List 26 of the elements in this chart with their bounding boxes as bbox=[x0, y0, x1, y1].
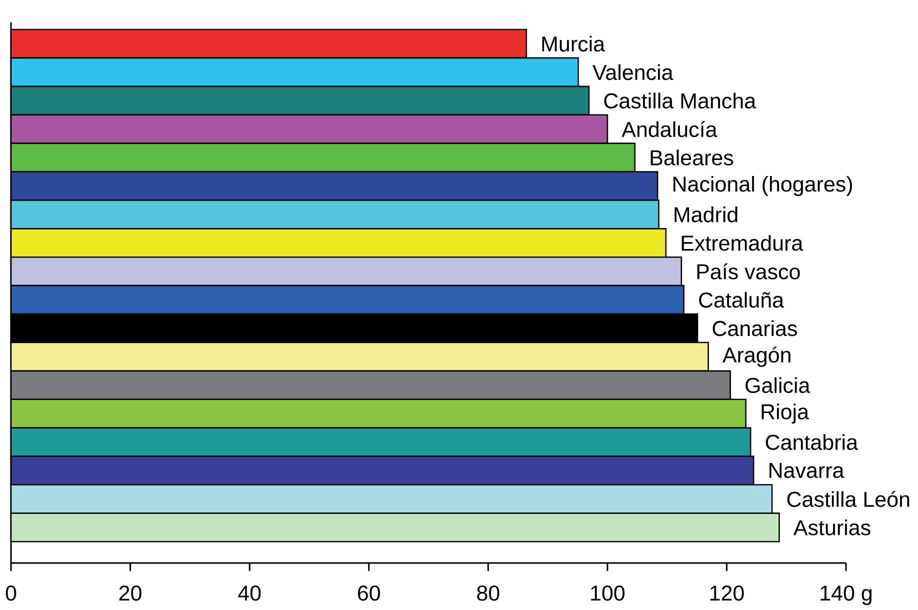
y-tick-label: Navarra bbox=[770, 463, 844, 478]
y-tick-label: Galicia bbox=[746, 377, 810, 394]
y-tick-label: Andalucía bbox=[622, 121, 718, 138]
y-tick-label: Madrid bbox=[674, 206, 738, 222]
y-tick-label: Baleares bbox=[650, 150, 734, 166]
y-tick-label: Aragón bbox=[722, 346, 790, 367]
x-tick-label: 60 bbox=[358, 586, 380, 601]
y-tick-label: País vasco bbox=[697, 263, 800, 280]
x-tick-label: 80 bbox=[477, 586, 500, 601]
x-tick-label: 120 bbox=[710, 586, 744, 601]
y-tick-label: Valencia bbox=[592, 64, 674, 80]
x-tick-label: 40 bbox=[238, 586, 261, 601]
y-tick-label: Castilla Mancha bbox=[604, 92, 756, 109]
y-tick-label: Asturias bbox=[793, 520, 870, 536]
y-tick-label: Extremadura bbox=[682, 235, 804, 251]
y-tick-label: Murcia bbox=[542, 36, 606, 52]
y-tick-label: Cantabria bbox=[766, 434, 858, 450]
x-tick-label: 140 g bbox=[820, 586, 872, 605]
x-tick-label: 0 bbox=[6, 586, 16, 601]
x-tick-label: 20 bbox=[119, 586, 142, 601]
y-tick-label: Rioja bbox=[762, 404, 809, 424]
y-tick-label: Castilla León bbox=[787, 490, 910, 507]
y-tick-label: Nacional (hogares) bbox=[674, 176, 852, 196]
x-tick-label: 100 bbox=[591, 586, 625, 601]
y-tick-label: Cataluña bbox=[699, 292, 784, 308]
y-tick-label: Canarias bbox=[712, 320, 797, 336]
